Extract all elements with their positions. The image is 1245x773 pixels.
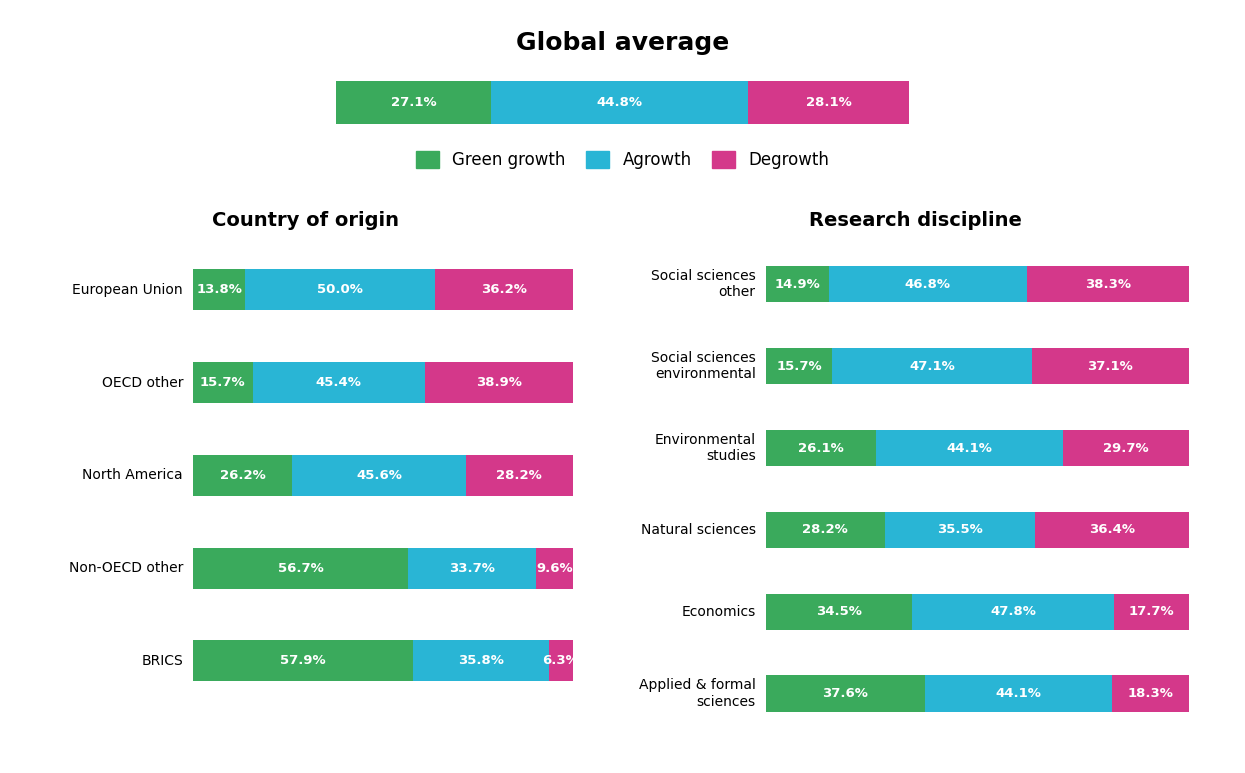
Legend: Green growth, Agrowth, Degrowth: Green growth, Agrowth, Degrowth bbox=[416, 152, 829, 169]
Bar bbox=[766, 676, 925, 711]
Text: Economics: Economics bbox=[681, 604, 756, 618]
Bar bbox=[253, 362, 425, 404]
Text: BRICS: BRICS bbox=[141, 654, 183, 668]
Text: Global average: Global average bbox=[515, 30, 730, 55]
Text: 44.8%: 44.8% bbox=[596, 96, 642, 109]
Text: 37.6%: 37.6% bbox=[822, 687, 868, 700]
Bar bbox=[1112, 676, 1189, 711]
Bar bbox=[336, 81, 492, 124]
Bar bbox=[466, 455, 573, 496]
Bar bbox=[1036, 512, 1189, 548]
Bar bbox=[1114, 594, 1189, 630]
Text: 18.3%: 18.3% bbox=[1127, 687, 1173, 700]
Bar bbox=[876, 430, 1063, 466]
Text: Non-OECD other: Non-OECD other bbox=[68, 561, 183, 575]
Bar bbox=[748, 81, 909, 124]
Text: 35.5%: 35.5% bbox=[937, 523, 984, 536]
Text: 27.1%: 27.1% bbox=[391, 96, 437, 109]
Bar bbox=[832, 348, 1032, 384]
Text: 26.1%: 26.1% bbox=[798, 441, 844, 455]
Bar bbox=[885, 512, 1036, 548]
Text: 28.1%: 28.1% bbox=[806, 96, 852, 109]
Bar bbox=[766, 267, 829, 302]
Text: Environmental
studies: Environmental studies bbox=[655, 433, 756, 463]
Text: Research discipline: Research discipline bbox=[809, 211, 1021, 230]
Text: 33.7%: 33.7% bbox=[449, 562, 496, 574]
Text: 57.9%: 57.9% bbox=[280, 655, 326, 667]
Text: Social sciences
other: Social sciences other bbox=[651, 269, 756, 299]
Text: Applied & formal
sciences: Applied & formal sciences bbox=[639, 679, 756, 709]
Text: 36.2%: 36.2% bbox=[481, 284, 527, 296]
Text: OECD other: OECD other bbox=[102, 376, 183, 390]
Text: Country of origin: Country of origin bbox=[212, 211, 398, 230]
Text: 38.3%: 38.3% bbox=[1084, 278, 1130, 291]
Bar bbox=[193, 269, 245, 311]
Bar bbox=[1032, 348, 1189, 384]
Bar bbox=[1063, 430, 1189, 466]
Text: 6.3%: 6.3% bbox=[543, 655, 579, 667]
Bar bbox=[408, 547, 537, 589]
Text: 47.1%: 47.1% bbox=[909, 359, 955, 373]
Bar bbox=[193, 547, 408, 589]
Text: 37.1%: 37.1% bbox=[1087, 359, 1133, 373]
Text: 13.8%: 13.8% bbox=[197, 284, 242, 296]
Text: 44.1%: 44.1% bbox=[995, 687, 1041, 700]
Text: 44.1%: 44.1% bbox=[946, 441, 992, 455]
Bar bbox=[549, 640, 573, 682]
Bar bbox=[766, 512, 885, 548]
Bar bbox=[193, 640, 413, 682]
Bar bbox=[1027, 267, 1189, 302]
Bar bbox=[925, 676, 1112, 711]
Bar bbox=[425, 362, 573, 404]
Text: 56.7%: 56.7% bbox=[278, 562, 324, 574]
Bar bbox=[436, 269, 573, 311]
Bar bbox=[193, 362, 253, 404]
Text: 26.2%: 26.2% bbox=[220, 469, 265, 482]
Bar bbox=[413, 640, 549, 682]
Text: Social sciences
environmental: Social sciences environmental bbox=[651, 351, 756, 381]
Bar bbox=[766, 348, 832, 384]
Text: 34.5%: 34.5% bbox=[815, 605, 862, 618]
Text: North America: North America bbox=[82, 468, 183, 482]
Bar bbox=[293, 455, 466, 496]
Bar bbox=[829, 267, 1027, 302]
Text: European Union: European Union bbox=[72, 283, 183, 297]
Text: 50.0%: 50.0% bbox=[317, 284, 364, 296]
Text: 9.6%: 9.6% bbox=[537, 562, 573, 574]
Text: 35.8%: 35.8% bbox=[458, 655, 504, 667]
Bar bbox=[537, 547, 573, 589]
Text: 15.7%: 15.7% bbox=[776, 359, 822, 373]
Bar bbox=[492, 81, 748, 124]
Bar bbox=[245, 269, 436, 311]
Text: 17.7%: 17.7% bbox=[1129, 605, 1174, 618]
Text: 36.4%: 36.4% bbox=[1089, 523, 1135, 536]
Text: 28.2%: 28.2% bbox=[803, 523, 848, 536]
Text: 15.7%: 15.7% bbox=[200, 376, 245, 389]
Text: 38.9%: 38.9% bbox=[476, 376, 522, 389]
Text: 47.8%: 47.8% bbox=[990, 605, 1036, 618]
Text: 14.9%: 14.9% bbox=[774, 278, 820, 291]
Bar bbox=[193, 455, 293, 496]
Text: 45.4%: 45.4% bbox=[316, 376, 362, 389]
Bar bbox=[766, 430, 876, 466]
Bar bbox=[911, 594, 1114, 630]
Bar bbox=[766, 594, 911, 630]
Text: Natural sciences: Natural sciences bbox=[641, 523, 756, 536]
Text: 46.8%: 46.8% bbox=[905, 278, 951, 291]
Text: 45.6%: 45.6% bbox=[356, 469, 402, 482]
Text: 28.2%: 28.2% bbox=[497, 469, 542, 482]
Text: 29.7%: 29.7% bbox=[1103, 441, 1148, 455]
